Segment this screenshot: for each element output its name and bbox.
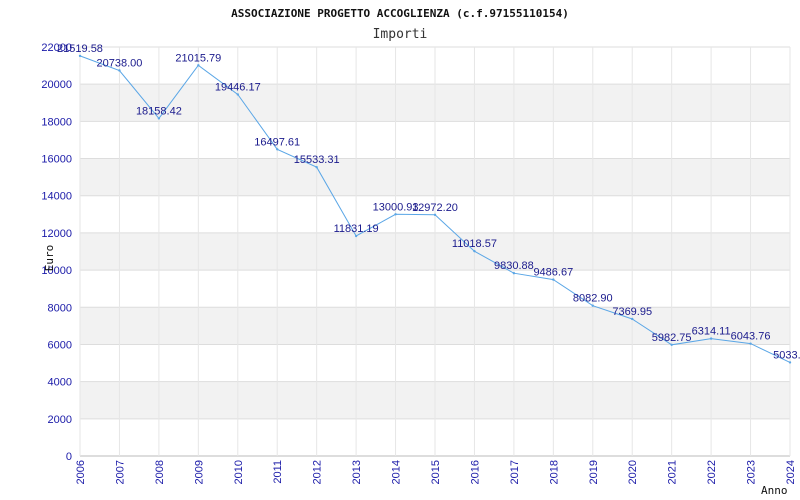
x-tick-label: 2016 — [469, 460, 481, 484]
data-label: 9830.88 — [494, 260, 534, 272]
x-tick-label: 2012 — [312, 460, 324, 484]
x-axis-ticks: 2006 2007 2008 2009 2010 2011 2012 2013 2014 2015… — [75, 460, 797, 484]
y-tick-label: 0 — [66, 451, 72, 463]
data-point — [709, 337, 713, 340]
data-point — [749, 342, 752, 345]
x-tick-label: 2015 — [430, 460, 442, 484]
grid-lines — [79, 46, 791, 457]
data-label: 5982.75 — [652, 332, 692, 344]
data-point — [315, 166, 318, 169]
y-axis-label: Euro — [43, 245, 56, 272]
x-tick-label: 2024 — [785, 460, 797, 484]
x-tick-label: 2009 — [193, 460, 205, 484]
data-labels: 21519.58 20738.00 18158.42 21015.79 19446.17… — [57, 43, 800, 364]
x-tick-label: 2020 — [627, 460, 639, 484]
y-tick-label: 22000 — [41, 42, 72, 54]
data-label: 6043.76 — [731, 331, 771, 343]
x-tick-label: 2008 — [154, 460, 166, 484]
chart-subtitle: Importi — [373, 27, 428, 42]
data-label: 9486.67 — [533, 267, 573, 279]
data-point — [631, 317, 634, 321]
y-tick-label: 14000 — [41, 191, 72, 203]
data-point — [433, 213, 437, 217]
x-tick-label: 2011 — [272, 460, 284, 484]
y-tick-label: 16000 — [41, 154, 72, 166]
y-axis-ticks: 0 2000 4000 6000 8000 10000 12000 14000 16000 180… — [41, 42, 72, 463]
y-tick-label: 20000 — [41, 79, 72, 91]
y-tick-label: 18000 — [41, 116, 72, 128]
data-point — [591, 304, 594, 307]
data-point — [354, 234, 358, 238]
data-label: 16497.61 — [254, 136, 300, 148]
data-point — [236, 93, 239, 96]
data-point — [197, 64, 200, 67]
y-tick-label: 6000 — [48, 339, 72, 351]
data-label: 19446.17 — [215, 81, 261, 93]
x-tick-label: 2013 — [351, 460, 363, 484]
x-tick-label: 2010 — [233, 460, 245, 484]
data-label: 5033.8 — [773, 349, 800, 361]
data-point — [394, 213, 397, 216]
x-tick-label: 2021 — [667, 460, 679, 484]
data-label: 21015.79 — [175, 52, 221, 64]
y-tick-label: 10000 — [41, 265, 72, 277]
y-tick-label: 12000 — [41, 228, 72, 240]
x-tick-label: 2018 — [548, 460, 560, 484]
x-tick-label: 2019 — [588, 460, 600, 484]
data-point — [473, 249, 476, 253]
data-point — [552, 278, 555, 281]
x-tick-label: 2022 — [706, 460, 718, 484]
data-point — [276, 148, 279, 151]
y-tick-label: 8000 — [48, 302, 72, 314]
data-label: 15533.31 — [294, 154, 340, 166]
data-label: 18158.42 — [136, 105, 182, 117]
data-point — [78, 54, 82, 58]
data-label: 12972.20 — [412, 202, 458, 214]
x-tick-label: 2023 — [746, 460, 758, 484]
y-tick-label: 4000 — [48, 377, 72, 389]
data-label: 11831.19 — [334, 223, 379, 235]
data-label: 8082.90 — [573, 293, 613, 305]
x-tick-label: 2006 — [75, 460, 87, 484]
data-point — [512, 272, 516, 275]
x-tick-label: 2017 — [509, 460, 521, 484]
x-tick-label: 2007 — [114, 460, 126, 484]
data-label: 21519.58 — [57, 43, 103, 55]
data-point — [118, 69, 121, 72]
data-point — [157, 117, 161, 120]
data-label: 11018.57 — [452, 238, 497, 250]
y-tick-label: 2000 — [48, 414, 72, 426]
data-label: 20738.00 — [96, 57, 142, 69]
data-label: 6314.11 — [692, 326, 731, 338]
data-point — [670, 343, 673, 346]
x-tick-label: 2014 — [391, 460, 403, 484]
x-axis-label: Anno — [761, 484, 788, 497]
chart-title: ASSOCIAZIONE PROGETTO ACCOGLIENZA (c.f.9… — [231, 7, 569, 20]
data-label: 13000.93 — [373, 201, 419, 213]
data-label: 7369.95 — [612, 306, 652, 318]
data-point — [788, 361, 792, 364]
